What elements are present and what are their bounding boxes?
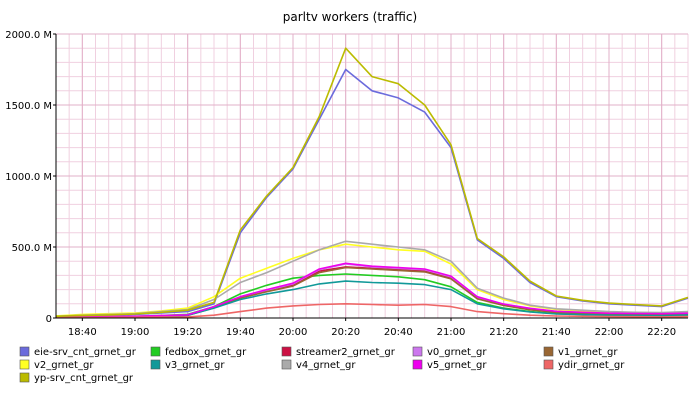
legend: eie-srv_cnt_grnet_gr fedbox_grnet_gr strea… — [19, 346, 625, 384]
x-tick-label: 20:00 — [279, 327, 308, 338]
series-line-ydir_grnet_gr — [55, 302, 689, 319]
legend-label: yp-srv_cnt_grnet_gr — [34, 373, 134, 384]
x-tick-label: 19:40 — [226, 327, 255, 338]
y-tick-label: 0 — [46, 314, 52, 325]
y-tick-label: 2000.0 M — [5, 30, 52, 41]
legend-swatch — [281, 359, 292, 370]
legend-swatch — [150, 346, 161, 357]
legend-label: v1_grnet_gr — [558, 347, 618, 358]
x-tick-label: 21:00 — [437, 327, 466, 338]
chart-title: parltv workers (traffic) — [283, 10, 417, 24]
legend-swatch — [19, 346, 30, 357]
legend-label: v3_grnet_gr — [165, 360, 225, 371]
legend-label: ydir_grnet_gr — [558, 360, 625, 371]
legend-label: v5_grnet_gr — [427, 360, 487, 371]
legend-swatch — [19, 372, 30, 383]
x-tick-label: 19:00 — [121, 327, 150, 338]
legend-swatch — [412, 359, 423, 370]
x-tick-label: 19:20 — [173, 327, 202, 338]
legend-label: fedbox_grnet_gr — [165, 347, 247, 358]
y-tick-label: 1000.0 M — [5, 172, 52, 183]
x-tick-label: 21:40 — [542, 327, 571, 338]
x-tick-label: 20:20 — [331, 327, 360, 338]
legend-label: streamer2_grnet_gr — [296, 347, 396, 358]
y-tick-label: 500.0 M — [12, 243, 52, 254]
x-tick-label: 20:40 — [384, 327, 413, 338]
x-tick-label: 21:20 — [489, 327, 518, 338]
legend-swatch — [543, 359, 554, 370]
series-line-v5_grnet_gr — [55, 262, 689, 319]
series-line-yp-srv_cnt_grnet_gr — [55, 47, 689, 318]
legend-swatch — [281, 346, 292, 357]
legend-label: v4_grnet_gr — [296, 360, 356, 371]
legend-label: eie-srv_cnt_grnet_gr — [34, 347, 137, 358]
x-tick-label: 22:20 — [647, 327, 676, 338]
legend-label: v2_grnet_gr — [34, 360, 94, 371]
legend-swatch — [543, 346, 554, 357]
x-tick-label: 22:00 — [595, 327, 624, 338]
y-tick-label: 1500.0 M — [5, 101, 52, 112]
legend-label: v0_grnet_gr — [427, 347, 487, 358]
legend-swatch — [412, 346, 423, 357]
legend-swatch — [19, 359, 30, 370]
x-tick-label: 18:40 — [68, 327, 97, 338]
plot-area: 0 500.0 M 1000.0 M 1500.0 M 2000.0 M 18:40 19:… — [5, 30, 689, 338]
legend-swatch — [150, 359, 161, 370]
